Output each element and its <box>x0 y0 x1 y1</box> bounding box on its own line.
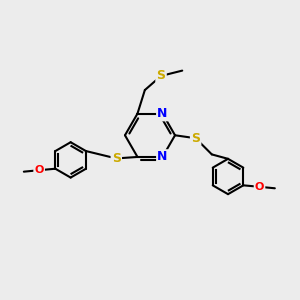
Text: S: S <box>157 69 166 82</box>
Text: O: O <box>34 165 44 175</box>
Text: S: S <box>191 132 200 145</box>
Text: O: O <box>255 182 264 192</box>
Text: N: N <box>157 107 168 120</box>
Text: N: N <box>157 151 168 164</box>
Text: S: S <box>112 152 121 165</box>
